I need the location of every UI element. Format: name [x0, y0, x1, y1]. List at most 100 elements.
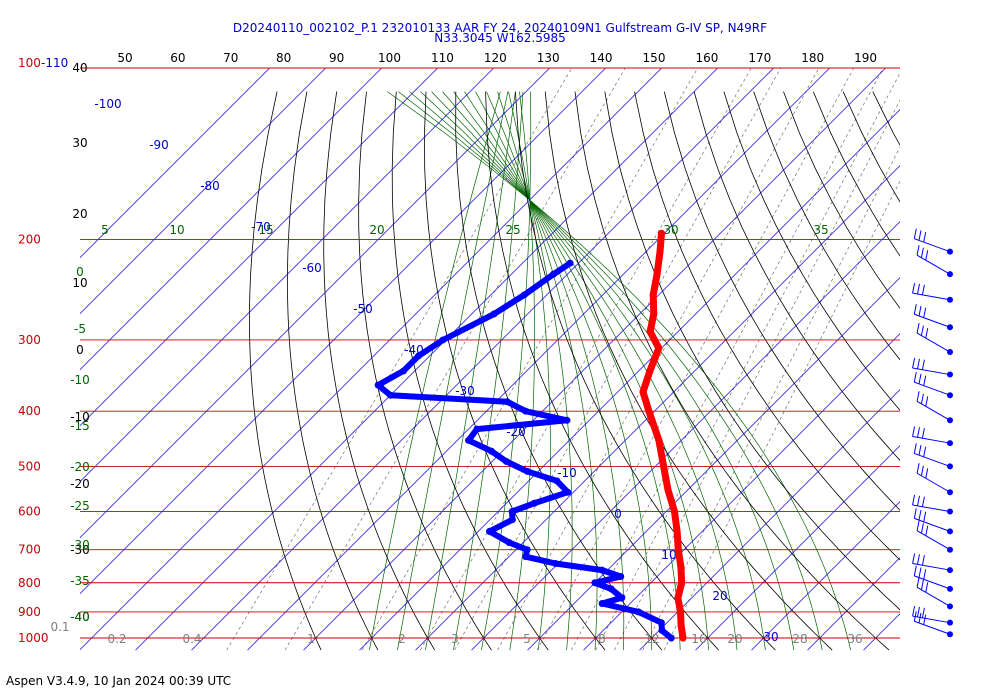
footer-text: Aspen V3.4.9, 10 Jan 2024 00:39 UTC	[6, 674, 232, 688]
wind-barb-staff	[912, 562, 951, 571]
isotherm-line	[80, 68, 663, 651]
isotherm-label: 20	[712, 589, 727, 603]
dry-adiabat-line	[391, 91, 549, 651]
plot-area	[80, 68, 1000, 651]
dewpoint-point	[607, 585, 615, 593]
temperature-point	[674, 594, 682, 602]
wind-barb-flag	[920, 579, 924, 590]
wind-barb-flag	[913, 565, 917, 576]
dewpoint-point	[598, 566, 606, 574]
mixing-ratio-label: 28	[792, 632, 807, 646]
top-axis-label: 190	[854, 51, 877, 65]
dewpoint-point	[667, 634, 675, 642]
mixing-ratio-label: 0.4	[182, 632, 201, 646]
top-axis-label: 130	[537, 51, 560, 65]
isotherm-label: -10	[557, 466, 577, 480]
dewpoint-point	[473, 425, 481, 433]
isotherm-line	[695, 445, 900, 651]
dewpoint-point	[564, 488, 572, 496]
wind-barb-flag	[918, 612, 922, 624]
temperature-point	[677, 608, 685, 616]
wind-barb-staff	[914, 238, 951, 253]
mixing-ratio-line	[497, 68, 820, 651]
temperature-point	[645, 407, 653, 415]
wind-barb-flag	[913, 304, 917, 315]
dewpoint-point	[618, 594, 626, 602]
temperature-point	[678, 579, 686, 587]
mixing-ratio-label: 0.2	[107, 632, 126, 646]
pressure-label: 400	[18, 404, 41, 418]
dewpoint-point	[490, 310, 498, 318]
theta-e-label: 15	[258, 223, 273, 237]
wind-barb-staff	[916, 332, 951, 353]
theta-e-label: 10	[169, 223, 184, 237]
dewpoint-point	[485, 527, 493, 535]
dry-adiabat-line	[812, 91, 900, 257]
isotherm-line	[80, 68, 495, 483]
wind-barb-flag	[917, 427, 920, 438]
dry-adiabat-line	[932, 92, 1000, 651]
temperature-point	[649, 291, 657, 299]
moist-adiabat-line	[481, 91, 532, 651]
dewpoint-point	[522, 407, 530, 415]
height-label: 0	[76, 343, 84, 357]
dry-adiabat-line	[842, 91, 900, 203]
wind-barb-staff	[912, 615, 951, 624]
pressure-label: 900	[18, 605, 41, 619]
wind-barb-flag	[918, 373, 922, 385]
dewpoint-point	[508, 516, 516, 524]
moist-adiabat-line	[486, 91, 598, 651]
wind-barb-flag	[916, 463, 920, 474]
wind-barb-flag	[913, 372, 917, 383]
isotherm-line	[247, 68, 831, 651]
mixing-ratio-line	[642, 146, 900, 651]
temperature-point	[655, 436, 663, 444]
dewpoint-point	[617, 572, 625, 580]
wind-barb-flag	[921, 284, 925, 295]
wind-barb-staff	[914, 381, 951, 396]
chart-subtitle: N33.3045 W162.5985	[434, 31, 566, 45]
isotherm-label: -90	[149, 138, 169, 152]
pressure-label: 1000	[18, 631, 49, 645]
top-axis-label: 100	[378, 51, 401, 65]
mixing-ratio-line	[536, 68, 855, 651]
wind-barb-flag	[920, 393, 924, 404]
temperature-point	[679, 634, 687, 642]
dry-adiabat-line	[992, 92, 1000, 651]
dewpoint-point	[505, 539, 513, 547]
dry-adiabat-line	[604, 91, 900, 611]
moist-adiabat-label: -35	[70, 574, 90, 588]
wind-barb-staff	[912, 292, 951, 301]
moist-adiabat-label: -5	[74, 322, 86, 336]
pressure-label: 700	[18, 543, 41, 557]
wind-barb-flag	[918, 305, 922, 317]
temperature-point	[656, 248, 664, 256]
temperature-point	[646, 328, 654, 336]
wind-barb-staff	[916, 530, 951, 551]
dry-adiabat-line	[872, 91, 900, 146]
height-label: 20	[72, 207, 87, 221]
theta-e-label: 5	[101, 223, 109, 237]
wind-barb-flag	[925, 525, 929, 536]
wind-barb-flag	[918, 567, 922, 578]
top-axis-label: 60	[170, 51, 185, 65]
top-axis-label: 50	[117, 51, 132, 65]
wind-barb-flag	[912, 283, 916, 294]
dry-adiabat-line	[574, 91, 890, 651]
wind-barb-flag	[916, 245, 920, 256]
isotherm-line	[135, 68, 719, 651]
theta-e-label: 35	[813, 223, 828, 237]
dewpoint-point	[487, 447, 495, 455]
wind-barb-flag	[917, 495, 920, 506]
dewpoint-point	[563, 416, 571, 424]
top-axis-label: 80	[276, 51, 291, 65]
wind-barb-flag	[913, 228, 917, 239]
wind-barb-staff	[912, 435, 951, 444]
theta-e-label: 25	[505, 223, 520, 237]
top-axis-label: 110	[431, 51, 454, 65]
dewpoint-point	[551, 559, 559, 567]
dewpoint-point	[591, 579, 599, 587]
dry-adiabat-line	[634, 91, 900, 561]
moist-adiabat-line	[397, 91, 509, 651]
temperature-point	[658, 229, 666, 237]
